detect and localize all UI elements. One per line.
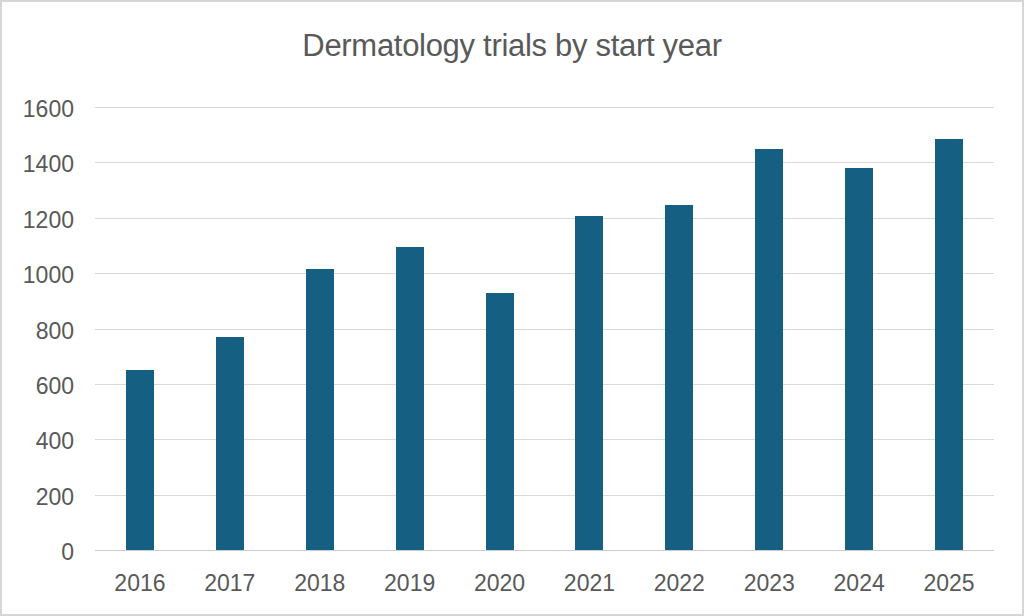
y-axis-tick-label: 400	[2, 430, 74, 453]
gridline-y-1400	[95, 162, 994, 163]
bar-2018	[306, 269, 334, 550]
bar-2023	[755, 149, 783, 550]
bar-2019	[396, 247, 424, 550]
gridline-y-1600	[95, 107, 994, 108]
y-axis-tick-label: 1000	[2, 264, 74, 287]
bar-2016	[126, 370, 154, 550]
bar-2025	[935, 139, 963, 550]
x-axis-tick-label-2017: 2017	[185, 572, 275, 595]
chart-canvas: Dermatology trials by start year 0 200 400…	[0, 0, 1024, 616]
y-axis-tick-label: 200	[2, 486, 74, 509]
x-axis-tick-label-2022: 2022	[634, 572, 724, 595]
bar-2024	[845, 168, 873, 550]
x-axis-tick-label-2021: 2021	[545, 572, 635, 595]
y-axis-tick-label: 1200	[2, 209, 74, 232]
y-axis-tick-label: 800	[2, 320, 74, 343]
chart-title: Dermatology trials by start year	[2, 28, 1022, 64]
bar-2020	[486, 293, 514, 550]
x-axis-tick-label-2023: 2023	[724, 572, 814, 595]
y-axis-tick-label: 1600	[2, 98, 74, 121]
bar-2021	[575, 216, 603, 550]
y-axis-tick-label: 600	[2, 375, 74, 398]
x-axis-tick-label-2025: 2025	[904, 572, 994, 595]
y-axis-tick-label: 1400	[2, 153, 74, 176]
bar-2017	[216, 337, 244, 550]
x-axis-tick-label-2019: 2019	[365, 572, 455, 595]
x-axis-tick-label-2024: 2024	[814, 572, 904, 595]
x-axis-tick-label-2020: 2020	[455, 572, 545, 595]
gridline-y-0	[95, 550, 994, 551]
bar-2022	[665, 205, 693, 550]
y-axis-tick-label: 0	[2, 541, 74, 564]
x-axis-tick-label-2018: 2018	[275, 572, 365, 595]
x-axis-tick-label-2016: 2016	[95, 572, 185, 595]
